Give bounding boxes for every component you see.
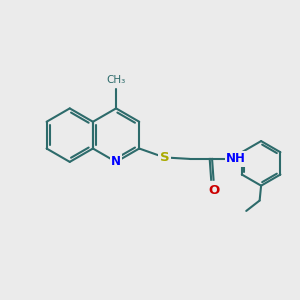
Text: O: O <box>208 184 219 197</box>
Text: NH: NH <box>226 152 246 165</box>
Text: N: N <box>111 155 121 168</box>
Text: S: S <box>160 151 169 164</box>
Text: CH₃: CH₃ <box>106 75 126 85</box>
